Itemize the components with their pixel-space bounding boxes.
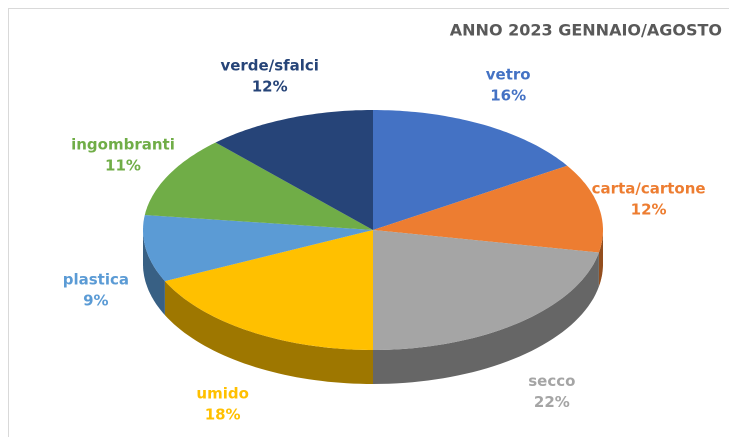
slice-side	[143, 230, 165, 316]
slice	[373, 110, 568, 230]
data-label-value: 22%	[534, 393, 570, 411]
data-label-value: 12%	[631, 200, 667, 218]
slice-side	[164, 281, 373, 384]
data-label-name: umido	[196, 384, 249, 402]
slice-side	[598, 230, 603, 287]
data-label-name: vetro	[486, 65, 531, 83]
slice	[373, 230, 599, 350]
slice	[164, 230, 373, 350]
slice	[144, 142, 373, 230]
chart-title: ANNO 2023 GENNAIO/AGOSTO	[450, 21, 722, 40]
data-label-name: carta/cartone	[592, 179, 706, 197]
data-label-value: 11%	[105, 156, 141, 174]
slice	[373, 165, 603, 253]
slice	[215, 110, 373, 230]
data-label-name: ingombranti	[71, 135, 175, 153]
slice-side	[373, 252, 599, 384]
slice	[143, 215, 373, 282]
data-label-name: plastica	[63, 270, 129, 288]
data-label-value: 12%	[252, 78, 288, 96]
data-label-name: secco	[528, 372, 575, 390]
data-label-name: verde/sfalci	[220, 57, 319, 75]
data-label-value: 18%	[205, 405, 241, 423]
data-label-value: 16%	[490, 86, 526, 104]
data-label-value: 9%	[83, 291, 108, 309]
